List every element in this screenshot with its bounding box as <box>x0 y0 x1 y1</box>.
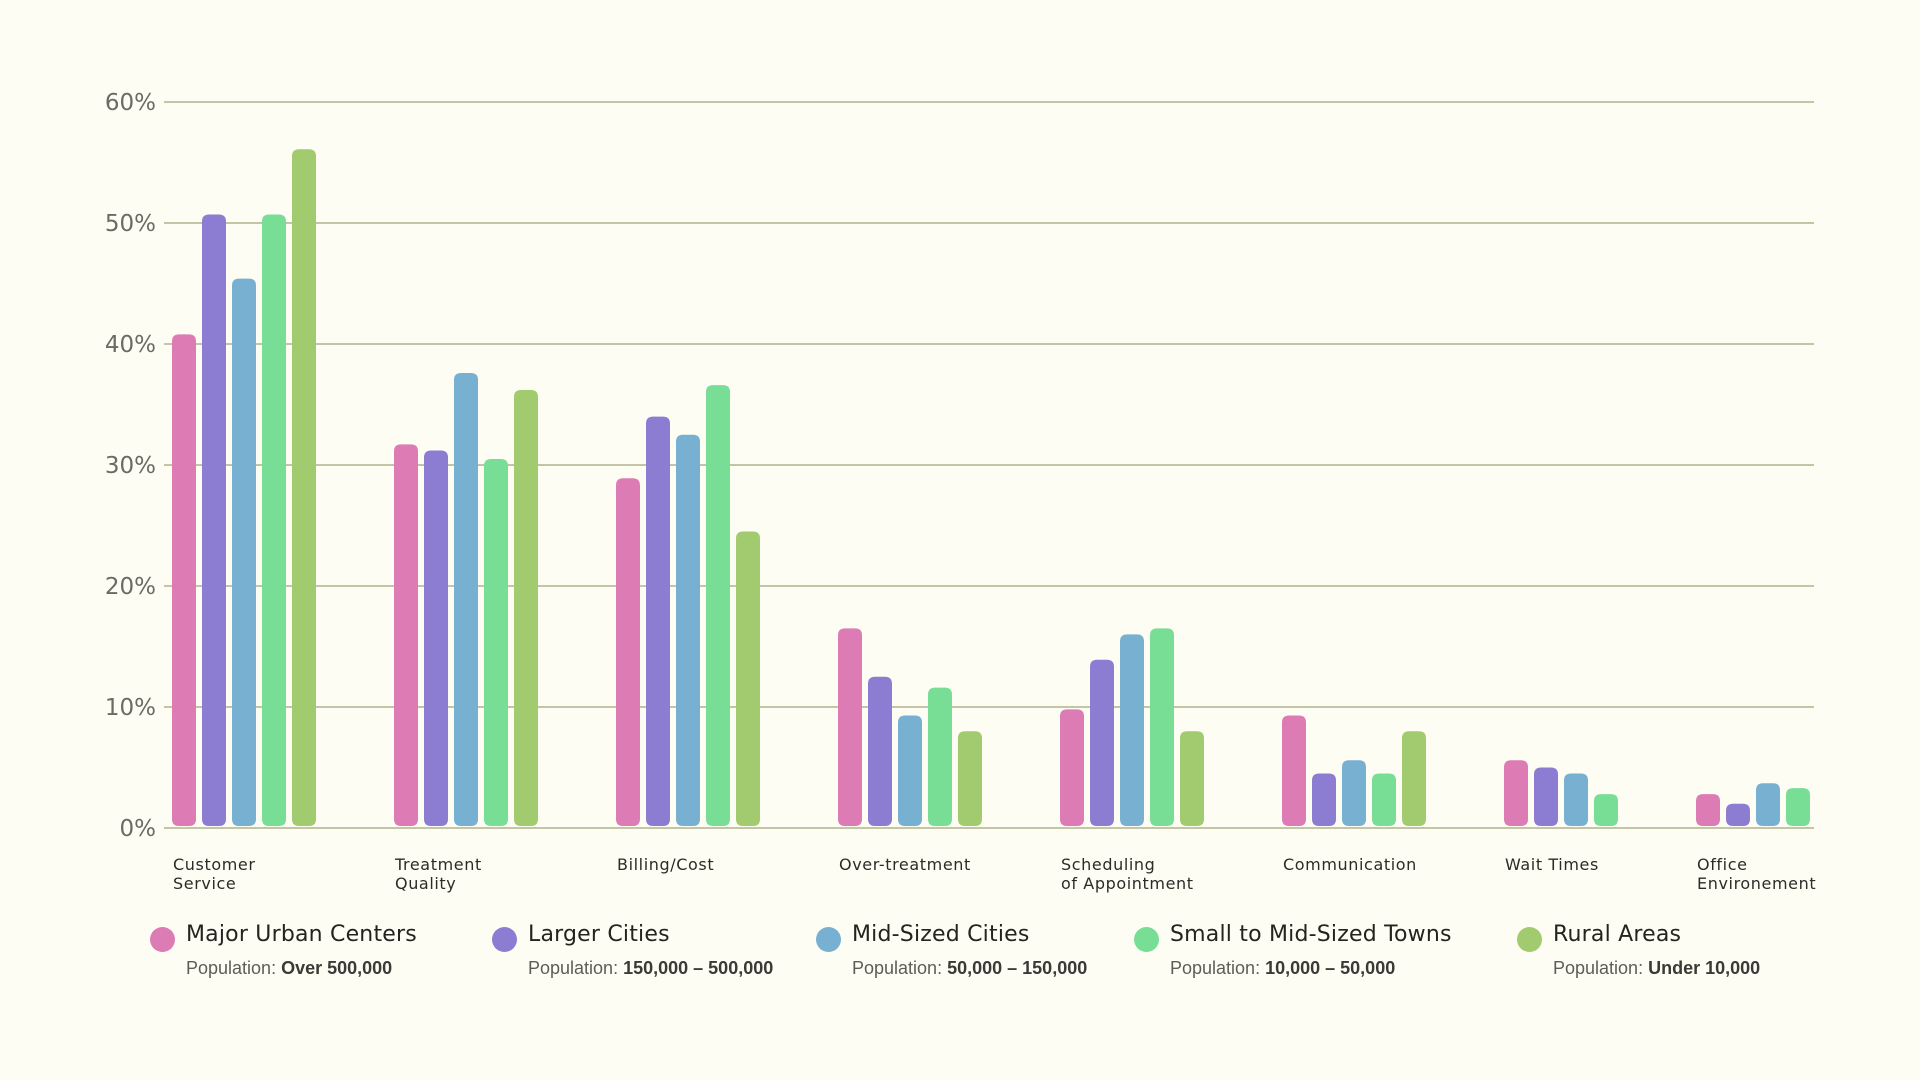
bar <box>898 715 922 826</box>
legend-dot-icon <box>150 927 175 952</box>
bar <box>424 450 448 826</box>
bar <box>868 676 892 826</box>
legend-population: Population: Over 500,000 <box>186 958 393 978</box>
legend-title: Small to Mid-Sized Towns <box>1170 922 1452 947</box>
bar <box>1402 731 1426 826</box>
legend-dot-icon <box>492 927 517 952</box>
y-tick-label: 0% <box>120 816 157 842</box>
bar <box>172 334 196 826</box>
bar <box>262 214 286 826</box>
legend-population: Population: 150,000 – 500,000 <box>528 958 774 978</box>
bar <box>1372 773 1396 826</box>
y-axis-ticks: 0% 10% 20% 30% 40% 50% 60% <box>105 90 156 842</box>
category-label: Customer Service <box>173 855 256 893</box>
x-axis-category-labels: Customer Service Treatment Quality Billing/C… <box>173 855 1816 893</box>
legend: Major Urban Centers Population: Over 500… <box>0 920 1920 1000</box>
bar <box>1534 767 1558 826</box>
bar <box>232 278 256 826</box>
bar <box>1060 709 1084 826</box>
category-label: Communication <box>1283 855 1417 874</box>
y-tick-label: 50% <box>105 211 156 237</box>
bar <box>1696 794 1720 826</box>
legend-dot-icon <box>816 927 841 952</box>
y-tick-label: 20% <box>105 574 156 600</box>
bar <box>1786 788 1810 826</box>
legend-population: Population: Under 10,000 <box>1553 958 1761 978</box>
bar <box>394 444 418 826</box>
legend-dot-icon <box>1134 927 1159 952</box>
bar <box>454 373 478 826</box>
legend-population: Population: 50,000 – 150,000 <box>852 958 1088 978</box>
bar <box>928 687 952 826</box>
bar <box>676 434 700 826</box>
legend-title: Rural Areas <box>1553 922 1682 947</box>
bar <box>1120 634 1144 826</box>
bar <box>202 214 226 826</box>
legend-dot-icon <box>1517 927 1542 952</box>
category-label: Billing/Cost <box>617 855 714 874</box>
bar <box>1756 783 1780 826</box>
legend-title: Major Urban Centers <box>186 922 417 947</box>
bar <box>1564 773 1588 826</box>
bar <box>1312 773 1336 826</box>
bar <box>646 416 670 826</box>
y-tick-label: 10% <box>105 695 156 721</box>
bar <box>1504 760 1528 826</box>
y-tick-label: 40% <box>105 332 156 358</box>
bar-chart: 0% 10% 20% 30% 40% 50% 60% Customer Service Trea… <box>105 90 1816 893</box>
bar <box>1726 803 1750 826</box>
bar <box>1342 760 1366 826</box>
bar <box>706 385 730 826</box>
category-label: Office Environement <box>1697 855 1816 893</box>
legend-population: Population: 10,000 – 50,000 <box>1170 958 1396 978</box>
bar <box>958 731 982 826</box>
category-label: Treatment Quality <box>394 855 482 893</box>
bar <box>1150 628 1174 826</box>
bar <box>1090 659 1114 826</box>
category-label: Scheduling of Appointment <box>1061 855 1194 893</box>
y-tick-label: 60% <box>105 90 156 116</box>
bar <box>292 149 316 826</box>
bars <box>172 149 1810 826</box>
category-label: Over-treatment <box>839 855 971 874</box>
bar <box>1180 731 1204 826</box>
bar <box>1282 715 1306 826</box>
bar <box>736 531 760 826</box>
category-label: Wait Times <box>1505 855 1599 874</box>
y-tick-label: 30% <box>105 453 156 479</box>
bar <box>514 389 538 826</box>
legend-title: Mid-Sized Cities <box>852 922 1030 947</box>
bar <box>838 628 862 826</box>
bar <box>484 458 508 826</box>
bar <box>616 478 640 826</box>
legend-title: Larger Cities <box>528 922 670 947</box>
bar <box>1594 794 1618 826</box>
